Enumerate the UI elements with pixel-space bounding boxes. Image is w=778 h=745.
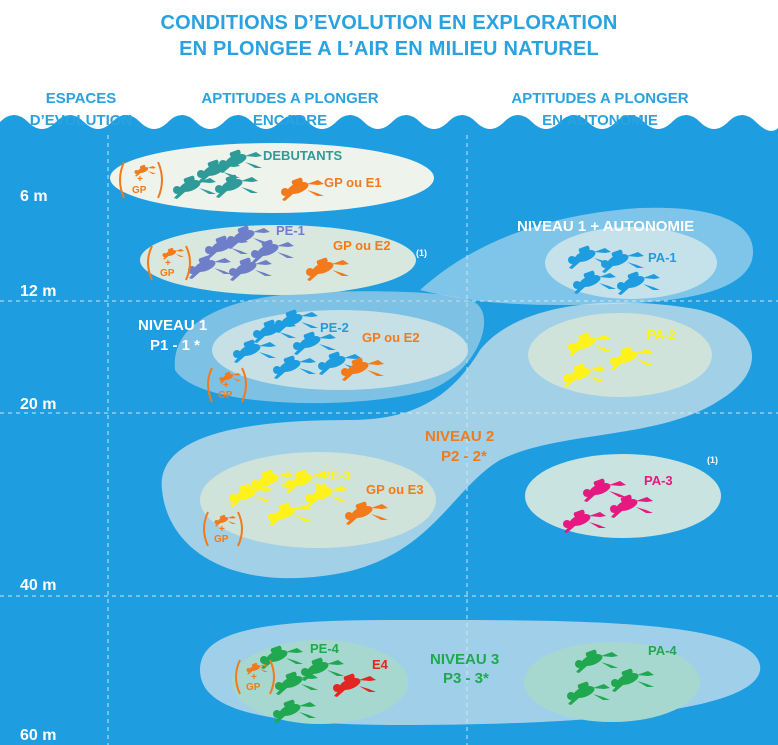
gp-label-1: GP xyxy=(132,185,147,196)
col-header-autonomie-line2: EN AUTONOMIE xyxy=(542,112,658,129)
gp-badge-icon-1 xyxy=(119,161,163,199)
zone-pe3 xyxy=(200,452,436,548)
label-niveau2-line2: P2 - 2* xyxy=(441,448,487,465)
gp-label-2: GP xyxy=(160,268,175,279)
page-title-line2: EN PLONGEE A L’AIR EN MILIEU NATUREL xyxy=(179,38,599,60)
label-niveau3-line1: NIVEAU 3 xyxy=(430,651,500,668)
label-gp-e2-b: GP ou E2 xyxy=(362,330,420,345)
gp-badge-icon-5 xyxy=(235,659,275,695)
col-header-encadre: APTITUDES A PLONGER ENCADRE xyxy=(190,88,390,132)
depth-label-6m: 6 m xyxy=(20,188,48,205)
zone-pa2 xyxy=(528,313,712,397)
depth-label-40m: 40 m xyxy=(20,577,57,594)
gp-plus-5: + xyxy=(251,672,257,683)
gp-label-4: GP xyxy=(214,534,229,545)
gp-plus-1: + xyxy=(137,174,143,185)
gp-plus-4: + xyxy=(219,524,225,535)
col-header-espaces-line2: D’EVOLUTION xyxy=(29,112,133,129)
gp-badge-icon-3 xyxy=(207,367,247,403)
label-pe2: PE-2 xyxy=(320,320,349,335)
gp-label-3: GP xyxy=(218,390,233,401)
label-e4: E4 xyxy=(372,657,388,672)
label-pa1: PA-1 xyxy=(648,250,677,265)
depth-label-60m: 60 m xyxy=(20,727,57,744)
label-niveau1-line1: NIVEAU 1 xyxy=(138,317,208,334)
col-header-encadre-line1: APTITUDES A PLONGER xyxy=(201,90,379,107)
col-header-autonomie: APTITUDES A PLONGER EN AUTONOMIE xyxy=(500,88,700,132)
label-niveau1-line2: P1 - 1 * xyxy=(150,337,201,354)
depth-label-20m: 20 m xyxy=(20,396,57,413)
label-pa3: PA-3 xyxy=(644,473,673,488)
label-gp-e2-a: GP ou E2 xyxy=(333,238,391,253)
label-niveau1-autonomie: NIVEAU 1 + AUTONOMIE xyxy=(517,218,695,235)
label-gp-e3: GP ou E3 xyxy=(366,482,424,497)
col-header-espaces-line1: ESPACES xyxy=(45,90,117,107)
depth-label-12m: 12 m xyxy=(20,283,57,300)
label-pa4: PA-4 xyxy=(648,643,677,658)
zone-pe1 xyxy=(140,225,416,295)
col-header-autonomie-line1: APTITUDES A PLONGER xyxy=(511,90,689,107)
label-gp-e1: GP ou E1 xyxy=(324,175,382,190)
zone-debutants xyxy=(110,143,434,213)
label-pe3: PE-3 xyxy=(322,468,351,483)
gp-badge-icon-2 xyxy=(147,245,191,281)
label-niveau2-line1: NIVEAU 2 xyxy=(425,428,495,445)
gp-badge-icon-4 xyxy=(203,511,243,547)
gp-label-5: GP xyxy=(246,682,261,693)
label-pe4: PE-4 xyxy=(310,641,339,656)
label-debutants: DEBUTANTS xyxy=(263,148,343,163)
col-header-encadre-line2: ENCADRE xyxy=(252,112,328,129)
gp-plus-3: + xyxy=(223,380,229,391)
note-1-b: (1) xyxy=(707,455,718,465)
label-niveau3-line2: P3 - 3* xyxy=(443,670,489,687)
label-pe1: PE-1 xyxy=(276,223,305,238)
gp-plus-2: + xyxy=(165,258,171,269)
col-header-espaces: ESPACES D’EVOLUTION xyxy=(6,88,156,132)
note-1-a: (1) xyxy=(416,248,427,258)
page-title-line1: CONDITIONS D’EVOLUTION EN EXPLORATION xyxy=(160,12,618,34)
label-pa2: PA-2 xyxy=(647,327,676,342)
